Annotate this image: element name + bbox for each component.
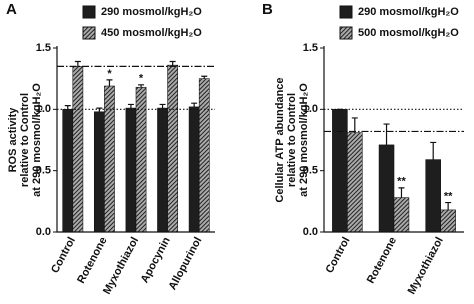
bar: [198, 78, 210, 233]
x-tick-label: Myxothiazol: [406, 235, 446, 296]
legend-swatch: [339, 26, 353, 40]
bar: [104, 85, 115, 233]
y-axis-label: ROS activity: [7, 107, 19, 173]
legend-label: 290 mosmol/kgH₂O: [101, 6, 202, 18]
error-bar: [159, 103, 166, 109]
legend-swatch: [339, 5, 353, 19]
x-tick-label: Rotenone: [75, 235, 109, 285]
bar: [93, 111, 105, 233]
significance: **: [444, 190, 453, 202]
bar: [347, 132, 363, 233]
x-tick-label: Rotenone: [365, 235, 399, 285]
x-tick-label: Control: [324, 235, 353, 275]
bar: [62, 109, 74, 233]
bar: [72, 66, 84, 233]
y-tick-label: 0.0: [36, 226, 51, 238]
bar: [167, 64, 179, 233]
error-bar: [445, 201, 452, 210]
bar: [157, 107, 168, 233]
bar: [125, 107, 137, 233]
error-bar: [74, 60, 81, 67]
significance: **: [397, 176, 406, 188]
error-bar: [398, 187, 405, 198]
error-bar: [383, 123, 390, 145]
x-tick-label: Allopurinol: [167, 235, 205, 292]
bar: [378, 144, 395, 233]
significance: *: [139, 73, 144, 85]
axes: [323, 46, 464, 233]
legend-label: 290 mosmol/kgH₂O: [358, 6, 459, 18]
y-tick-label: 0.5: [303, 165, 318, 177]
y-tick-label: 0.0: [303, 226, 318, 238]
x-tick-label: Apocynin: [139, 235, 173, 285]
error-bar: [96, 107, 103, 112]
error-bar: [169, 60, 176, 66]
y-axis-label: Cellular ATP abundance: [274, 77, 286, 202]
error-bar: [127, 103, 134, 109]
legend-label: 450 mosmol/kgH₂O: [101, 27, 202, 39]
panel-label: B: [262, 1, 273, 18]
error-bar: [106, 79, 113, 87]
error-bar: [351, 117, 358, 133]
y-tick-label: 1.5: [36, 42, 51, 54]
error-bar: [201, 75, 208, 79]
y-tick-label: 0.5: [36, 165, 51, 177]
bar: [188, 106, 200, 233]
legend-swatch: [82, 26, 96, 40]
y-axis-label: at 290 mosmol/kgH₂O: [298, 83, 310, 197]
y-tick-label: 1.0: [303, 103, 318, 115]
axes: [56, 46, 215, 233]
y-axis-label: relative to Control: [286, 93, 298, 187]
y-tick-label: 1.5: [303, 42, 318, 54]
bar: [425, 159, 441, 233]
error-bar: [64, 105, 71, 110]
y-axis-label: at 290 mosmol/kgH₂O: [31, 83, 43, 197]
panel-label: A: [6, 1, 17, 18]
bar: [393, 197, 410, 233]
y-tick-label: 1.0: [36, 103, 51, 115]
legend-swatch: [82, 5, 96, 19]
error-bar: [138, 84, 145, 88]
x-tick-label: Control: [49, 235, 78, 275]
significance: *: [107, 68, 112, 80]
bar: [440, 209, 456, 233]
error-bar: [430, 141, 437, 160]
legend-label: 500 mosmol/kgH₂O: [358, 27, 459, 39]
error-bar: [191, 102, 198, 107]
bar: [332, 109, 348, 233]
y-axis-label: relative to Control: [19, 93, 31, 187]
